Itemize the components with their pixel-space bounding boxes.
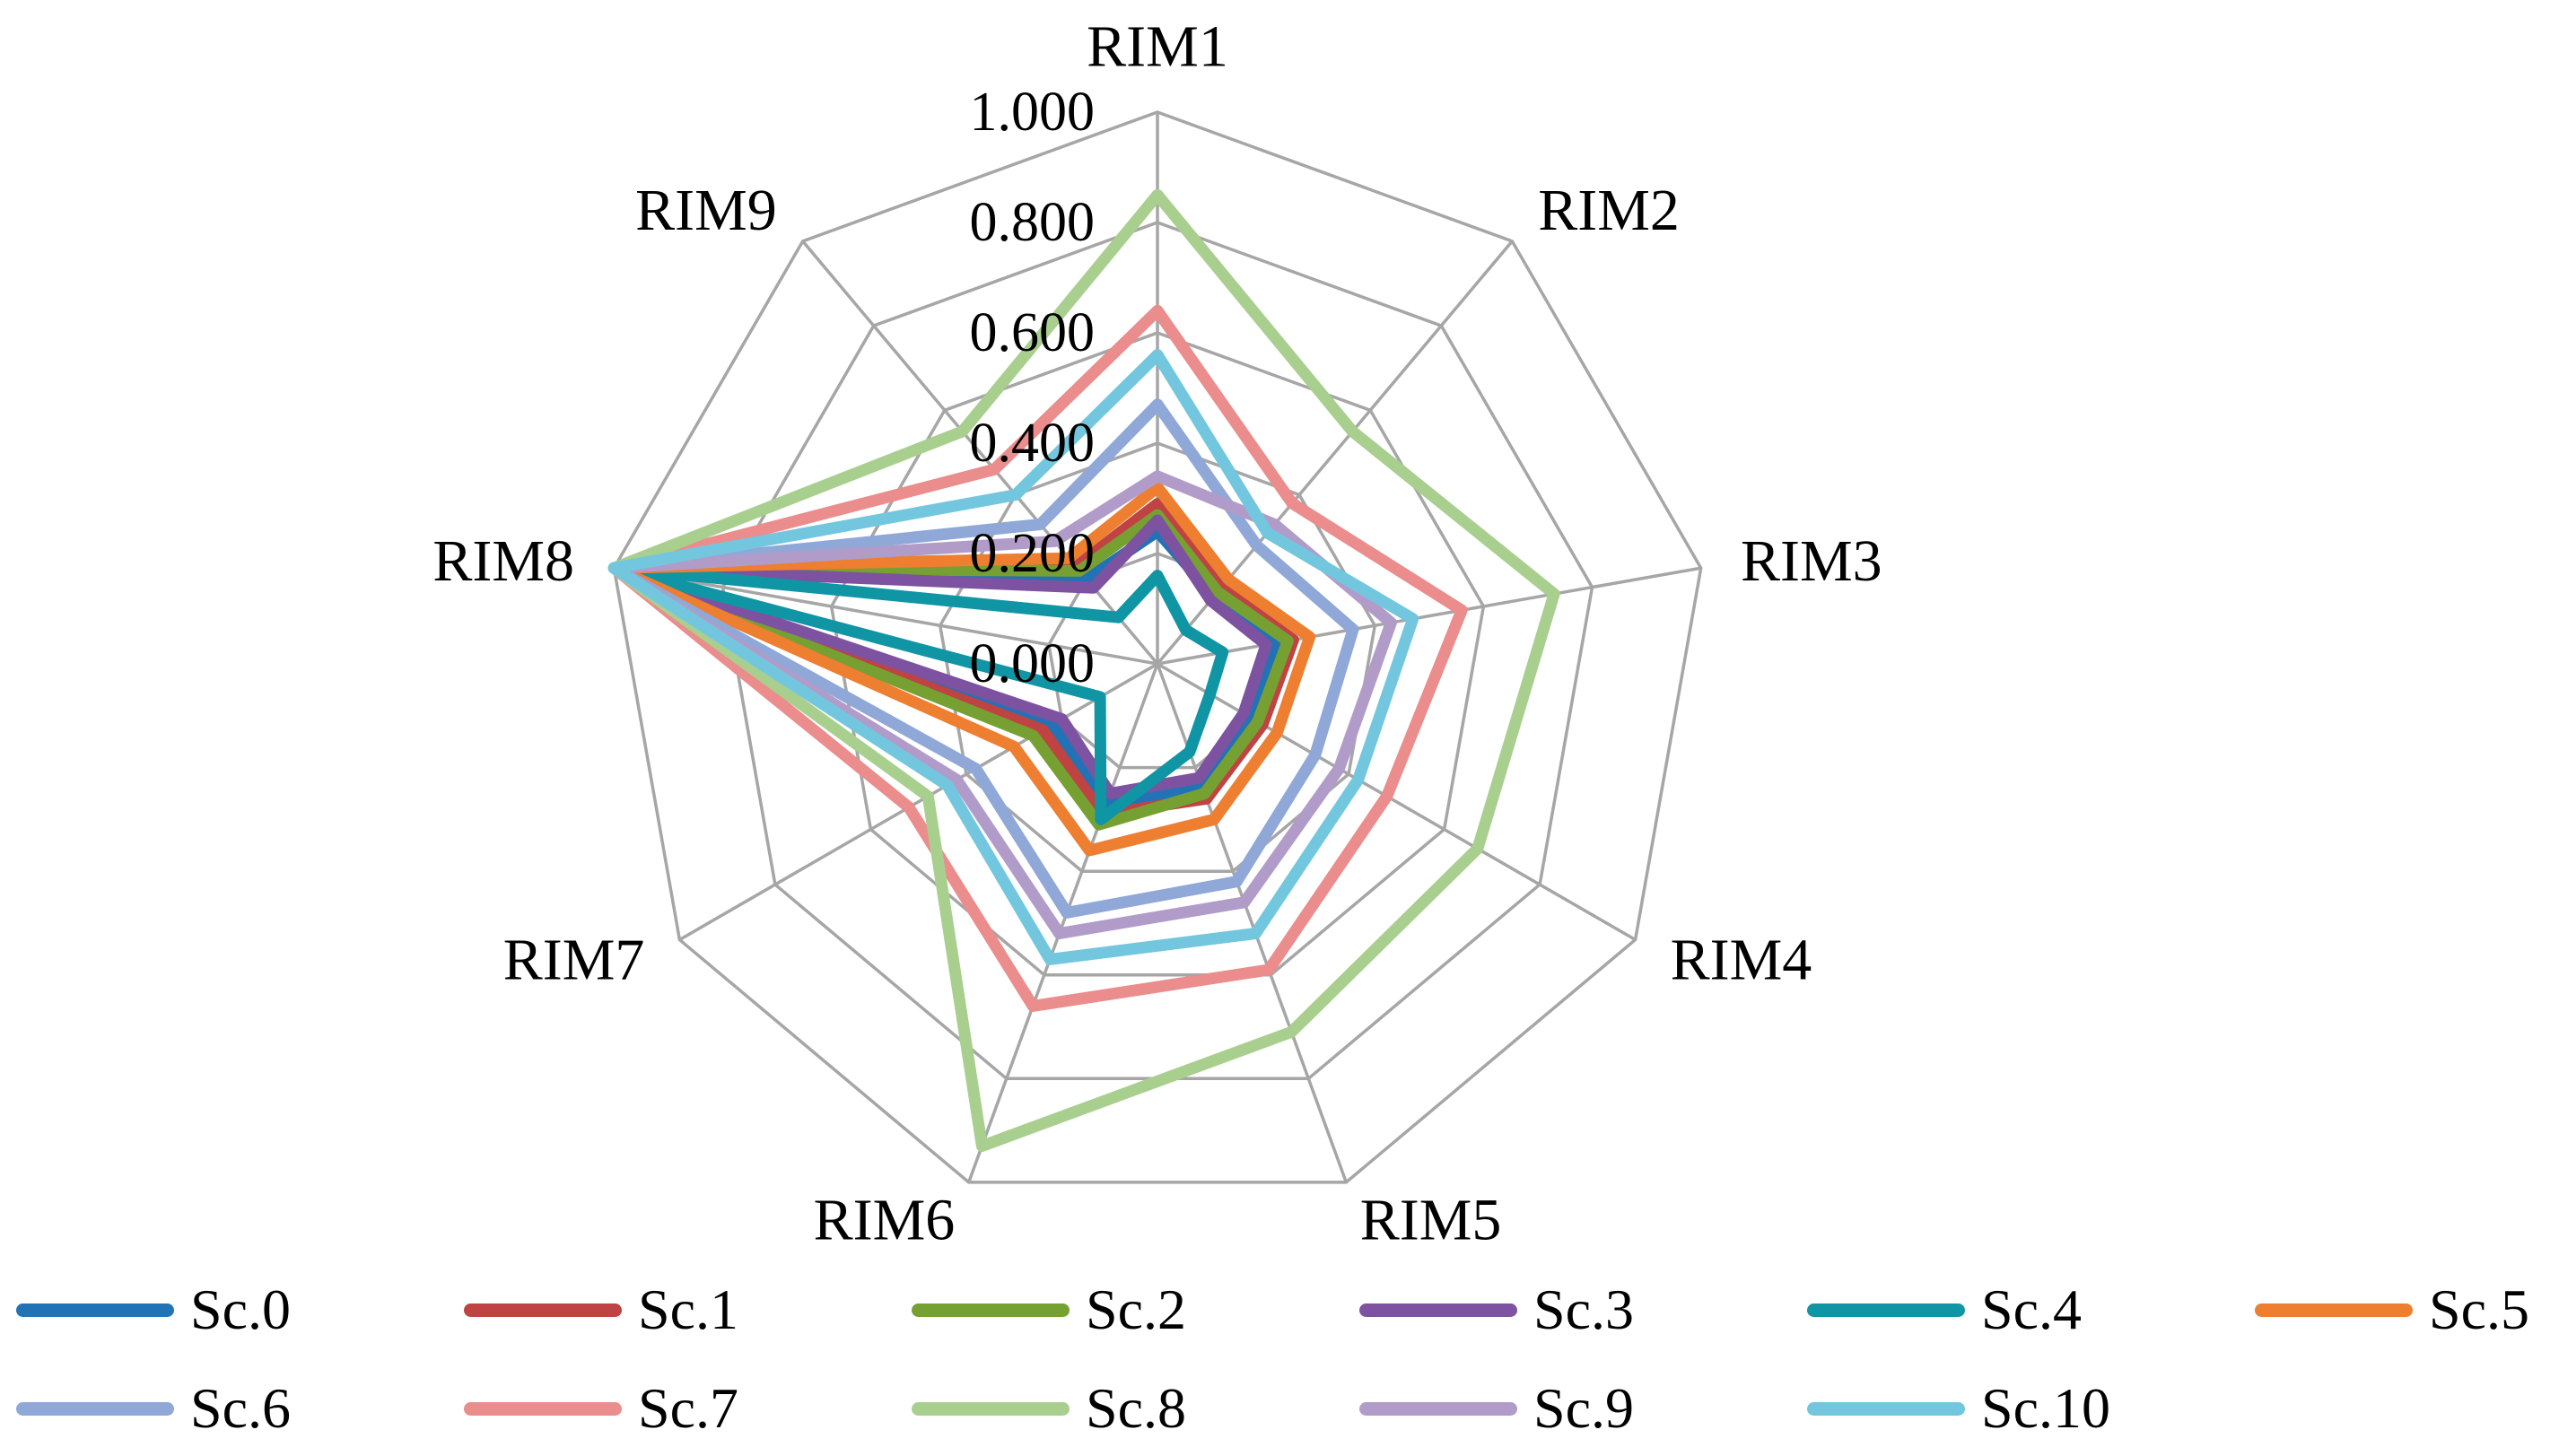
grid-spoke bbox=[967, 663, 1159, 1183]
legend-label: Sc.0 bbox=[190, 1277, 291, 1341]
legend-label: Sc.7 bbox=[638, 1376, 738, 1440]
series-polygon-sc8 bbox=[607, 188, 1560, 1152]
legend-item-sc9: Sc.9 bbox=[1359, 1376, 1634, 1441]
axis-label-rim8: RIM8 bbox=[432, 528, 574, 594]
legend-item-sc8: Sc.8 bbox=[912, 1376, 1186, 1441]
chart-legend: Sc.0 Sc.1 Sc.2 Sc.3 Sc.4 Sc.5 Sc.6 Sc.7 Sc.8 Sc.9… bbox=[0, 1256, 2550, 1456]
grid-spoke bbox=[1157, 566, 1701, 666]
grid-spoke bbox=[678, 662, 1158, 942]
axis-label-rim9: RIM9 bbox=[635, 178, 777, 243]
legend-item-sc5: Sc.5 bbox=[2255, 1277, 2529, 1342]
legend-item-sc7: Sc.7 bbox=[464, 1376, 738, 1441]
legend-item-sc3: Sc.3 bbox=[1359, 1277, 1634, 1342]
tick-label: 0.800 bbox=[970, 192, 1096, 253]
series-polygon-sc4 bbox=[607, 562, 1229, 825]
legend-swatch-sc8 bbox=[912, 1401, 1070, 1416]
axis-label-rim6: RIM6 bbox=[814, 1188, 956, 1253]
legend-label: Sc.1 bbox=[638, 1277, 738, 1341]
legend-item-sc2: Sc.2 bbox=[912, 1277, 1186, 1342]
tick-label: 0.000 bbox=[970, 633, 1096, 694]
legend-label: Sc.4 bbox=[1981, 1277, 2082, 1341]
legend-swatch-sc6 bbox=[16, 1401, 174, 1416]
legend-label: Sc.2 bbox=[1086, 1277, 1186, 1341]
series-polygon-sc2 bbox=[607, 509, 1294, 831]
legend-swatch-sc2 bbox=[912, 1303, 1070, 1317]
grid-ring bbox=[612, 110, 1703, 1184]
legend-item-sc0: Sc.0 bbox=[16, 1277, 291, 1342]
axis-label-rim5: RIM5 bbox=[1360, 1188, 1502, 1253]
tick-label: 0.600 bbox=[970, 302, 1096, 363]
legend-label: Sc.8 bbox=[1086, 1376, 1186, 1440]
legend-swatch-sc1 bbox=[464, 1303, 622, 1317]
legend-label: Sc.10 bbox=[1981, 1376, 2110, 1440]
legend-label: Sc.5 bbox=[2429, 1277, 2529, 1341]
legend-item-sc6: Sc.6 bbox=[16, 1376, 291, 1441]
legend-swatch-sc5 bbox=[2255, 1303, 2413, 1317]
legend-label: Sc.9 bbox=[1533, 1376, 1634, 1440]
grid-ring bbox=[829, 331, 1486, 977]
legend-swatch-sc9 bbox=[1359, 1401, 1517, 1416]
series-polygon-sc10 bbox=[607, 349, 1419, 965]
legend-item-sc1: Sc.1 bbox=[464, 1277, 738, 1342]
tick-label: 1.000 bbox=[970, 82, 1096, 143]
axis-label-rim1: RIM1 bbox=[1087, 14, 1228, 80]
axis-label-rim7: RIM7 bbox=[503, 928, 645, 993]
legend-item-sc10: Sc.10 bbox=[1807, 1376, 2110, 1441]
series-polygon-sc7 bbox=[607, 304, 1468, 1012]
series-polygon-sc6 bbox=[607, 398, 1359, 919]
legend-label: Sc.6 bbox=[190, 1376, 291, 1440]
legend-swatch-sc7 bbox=[464, 1401, 622, 1416]
legend-item-sc4: Sc.4 bbox=[1807, 1277, 2082, 1342]
legend-swatch-sc4 bbox=[1807, 1303, 1965, 1317]
legend-swatch-sc10 bbox=[1807, 1401, 1965, 1416]
legend-swatch-sc0 bbox=[16, 1303, 174, 1317]
tick-label: 0.400 bbox=[970, 413, 1096, 474]
axis-label-rim2: RIM2 bbox=[1538, 178, 1680, 243]
tick-label: 0.200 bbox=[970, 523, 1096, 584]
grid-spoke bbox=[614, 566, 1158, 666]
series-polygon-sc5 bbox=[607, 481, 1316, 857]
legend-swatch-sc3 bbox=[1359, 1303, 1517, 1317]
legend-label: Sc.3 bbox=[1533, 1277, 1634, 1341]
grid-spoke bbox=[1157, 662, 1637, 942]
grid-spoke bbox=[801, 240, 1159, 666]
axis-label-rim3: RIM3 bbox=[1741, 528, 1882, 594]
axis-label-rim4: RIM4 bbox=[1671, 928, 1812, 993]
